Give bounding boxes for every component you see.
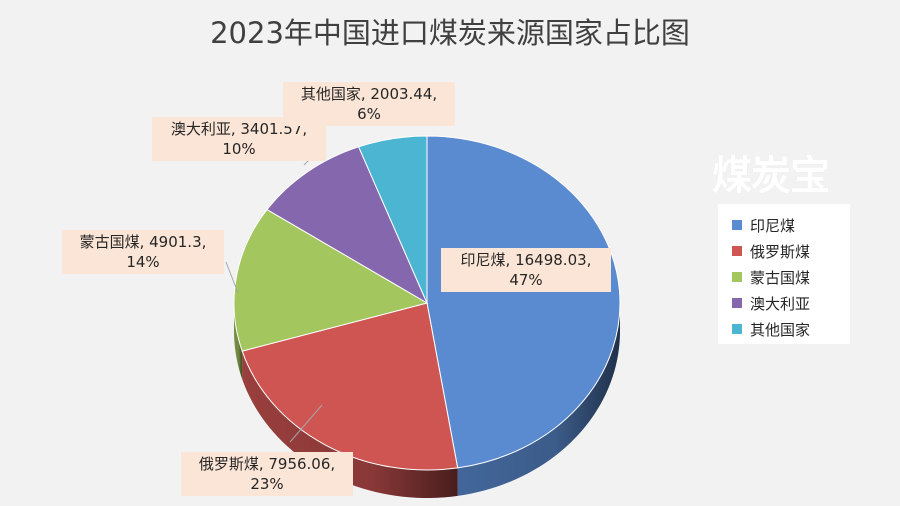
legend-item: 其他国家	[732, 316, 850, 342]
legend-swatch	[732, 298, 742, 308]
data-label-qitaguojia: 其他国家, 2003.44, 6%	[283, 82, 455, 126]
legend-swatch	[732, 246, 742, 256]
data-label-line1: 其他国家, 2003.44,	[300, 85, 438, 103]
pie-slice-4	[357, 135, 428, 304]
legend-label: 印尼煤	[750, 216, 796, 235]
legend: 印尼煤 俄罗斯煤 蒙古国煤 澳大利亚 其他国家	[718, 204, 850, 344]
pie-slice-0	[426, 135, 621, 469]
data-label-line2: 6%	[357, 105, 381, 123]
data-label-line2: 10%	[222, 140, 256, 158]
data-label-line1: 蒙古国煤, 4901.3,	[79, 233, 207, 251]
data-label-line1: 澳大利亚, 3401.57,	[170, 120, 308, 138]
legend-label: 澳大利亚	[750, 294, 811, 313]
data-label-mengguguomei: 蒙古国煤, 4901.3, 14%	[62, 230, 224, 274]
legend-item: 澳大利亚	[732, 290, 850, 316]
pie-slice-1	[241, 302, 459, 471]
watermark-logo: 煤炭宝	[712, 153, 830, 199]
legend-label: 俄罗斯煤	[750, 242, 811, 261]
data-label-yinnimei: 印尼煤, 16498.03, 47%	[441, 248, 611, 292]
data-label-eluosimei: 俄罗斯煤, 7956.06, 23%	[181, 452, 353, 496]
leader-line-1	[225, 261, 239, 294]
legend-swatch	[732, 272, 742, 282]
legend-label: 其他国家	[750, 320, 811, 339]
leader-line-0	[289, 404, 323, 443]
data-label-line2: 47%	[509, 271, 543, 289]
data-label-line1: 俄罗斯煤, 7956.06,	[198, 455, 336, 473]
pie-side-shade-0	[457, 303, 620, 496]
legend-item: 俄罗斯煤	[732, 238, 850, 264]
legend-item: 蒙古国煤	[732, 264, 850, 290]
legend-swatch	[732, 324, 742, 334]
data-label-line1: 印尼煤, 16498.03,	[460, 251, 592, 269]
data-label-line2: 23%	[250, 475, 284, 493]
legend-swatch	[732, 220, 742, 230]
chart-title: 2023年中国进口煤炭来源国家占比图	[210, 16, 690, 50]
legend-item: 印尼煤	[732, 212, 850, 238]
pie-side-shade-2	[234, 303, 243, 380]
pie-slice-2	[233, 208, 429, 352]
pie-top-faces	[233, 135, 621, 471]
pie-slice-3	[266, 146, 429, 305]
data-label-line2: 14%	[126, 253, 160, 271]
legend-label: 蒙古国煤	[750, 268, 811, 287]
